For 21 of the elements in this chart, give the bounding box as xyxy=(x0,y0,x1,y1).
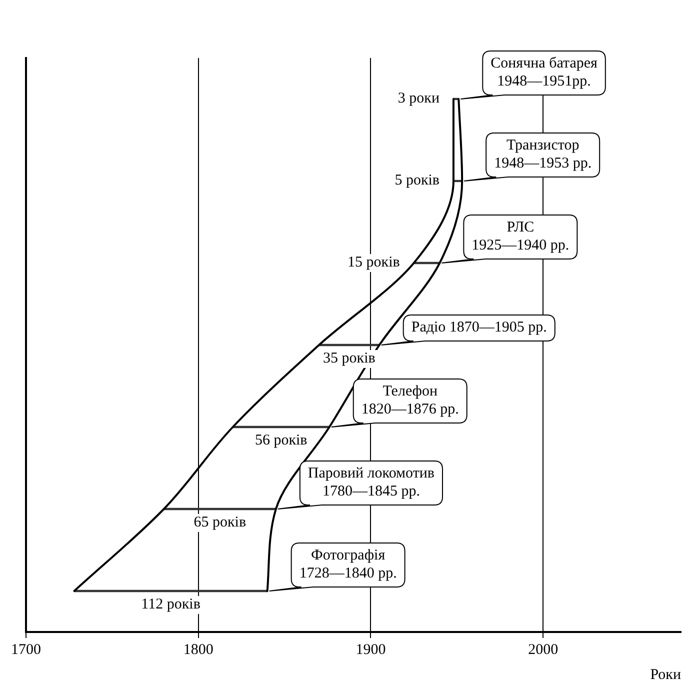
y-tick-label: РЛС 1925—1940 рр. xyxy=(472,219,570,254)
y-tick-label: Фотографія 1728—1840 рр. xyxy=(299,547,397,582)
data-label: 56 років xyxy=(254,432,308,448)
y-tick-label: Телефон 1820—1876 рр. xyxy=(361,383,459,418)
x-tick-label: 1900 xyxy=(356,642,386,658)
x-tick-label: 1700 xyxy=(11,642,41,658)
y-tick-label: Сонячна батарея 1948—1951рр. xyxy=(490,55,598,90)
bar xyxy=(164,508,276,510)
y-tick-label: Радіо 1870—1905 рр. xyxy=(411,319,547,336)
data-label: 65 років xyxy=(194,514,246,530)
y-tick-label: Паровий локомотив 1780—1845 рр. xyxy=(308,465,434,500)
data-label: 15 років xyxy=(348,254,400,270)
data-label: 3 роки xyxy=(398,90,440,106)
x-tick-label: 1800 xyxy=(183,642,214,658)
x-tick-label: 2000 xyxy=(528,642,558,658)
bar xyxy=(74,590,268,592)
data-label: 112 років xyxy=(141,596,200,612)
x-axis-title: Роки xyxy=(650,666,681,683)
y-tick-label: Транзистор 1948—1953 рр. xyxy=(494,137,592,172)
data-label: 5 років xyxy=(394,172,440,188)
data-label: 35 років xyxy=(323,350,376,366)
